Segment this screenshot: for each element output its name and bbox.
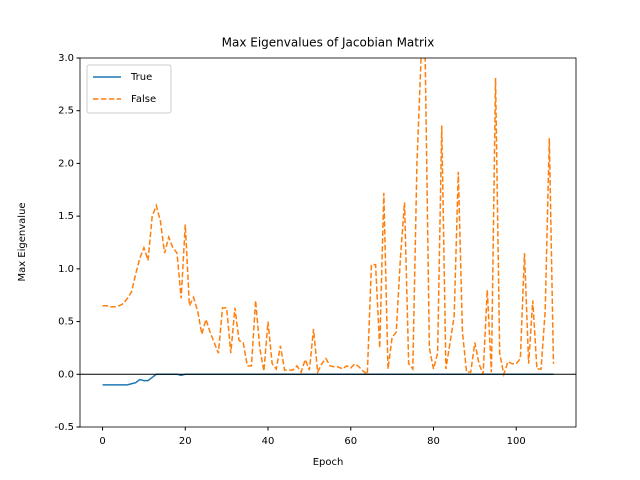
x-axis-label: Epoch bbox=[313, 457, 344, 468]
y-tick-label: 0.5 bbox=[58, 317, 74, 328]
legend-frame bbox=[86, 64, 172, 114]
chart-title: Max Eigenvalues of Jacobian Matrix bbox=[222, 36, 435, 50]
y-tick-label: -0.5 bbox=[54, 422, 74, 433]
data-line bbox=[102, 58, 555, 378]
y-tick-label: 3.0 bbox=[58, 53, 74, 64]
x-tick-label: 100 bbox=[507, 436, 526, 447]
plot-frame bbox=[79, 57, 577, 428]
legend-label: False bbox=[131, 94, 156, 105]
legend-label: True bbox=[130, 72, 152, 83]
x-tick-label: 0 bbox=[99, 436, 105, 447]
x-tick-label: 80 bbox=[427, 436, 440, 447]
x-tick-label: 60 bbox=[344, 436, 357, 447]
y-axis-label: Max Eigenvalue bbox=[17, 202, 28, 281]
y-tick-label: 0.0 bbox=[58, 369, 74, 380]
y-tick-label: 1.5 bbox=[58, 211, 74, 222]
y-tick-label: 2.0 bbox=[58, 158, 74, 169]
y-tick-label: 1.0 bbox=[58, 264, 74, 275]
y-tick-label: 2.5 bbox=[58, 106, 74, 117]
x-tick-label: 40 bbox=[262, 436, 275, 447]
x-tick-label: 20 bbox=[179, 436, 192, 447]
